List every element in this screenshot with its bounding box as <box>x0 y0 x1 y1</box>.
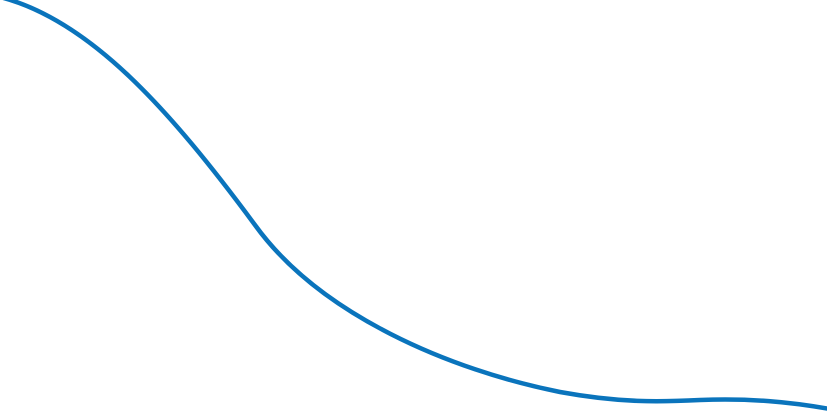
decorative-wave <box>2 0 827 411</box>
wave-curve <box>2 0 827 411</box>
